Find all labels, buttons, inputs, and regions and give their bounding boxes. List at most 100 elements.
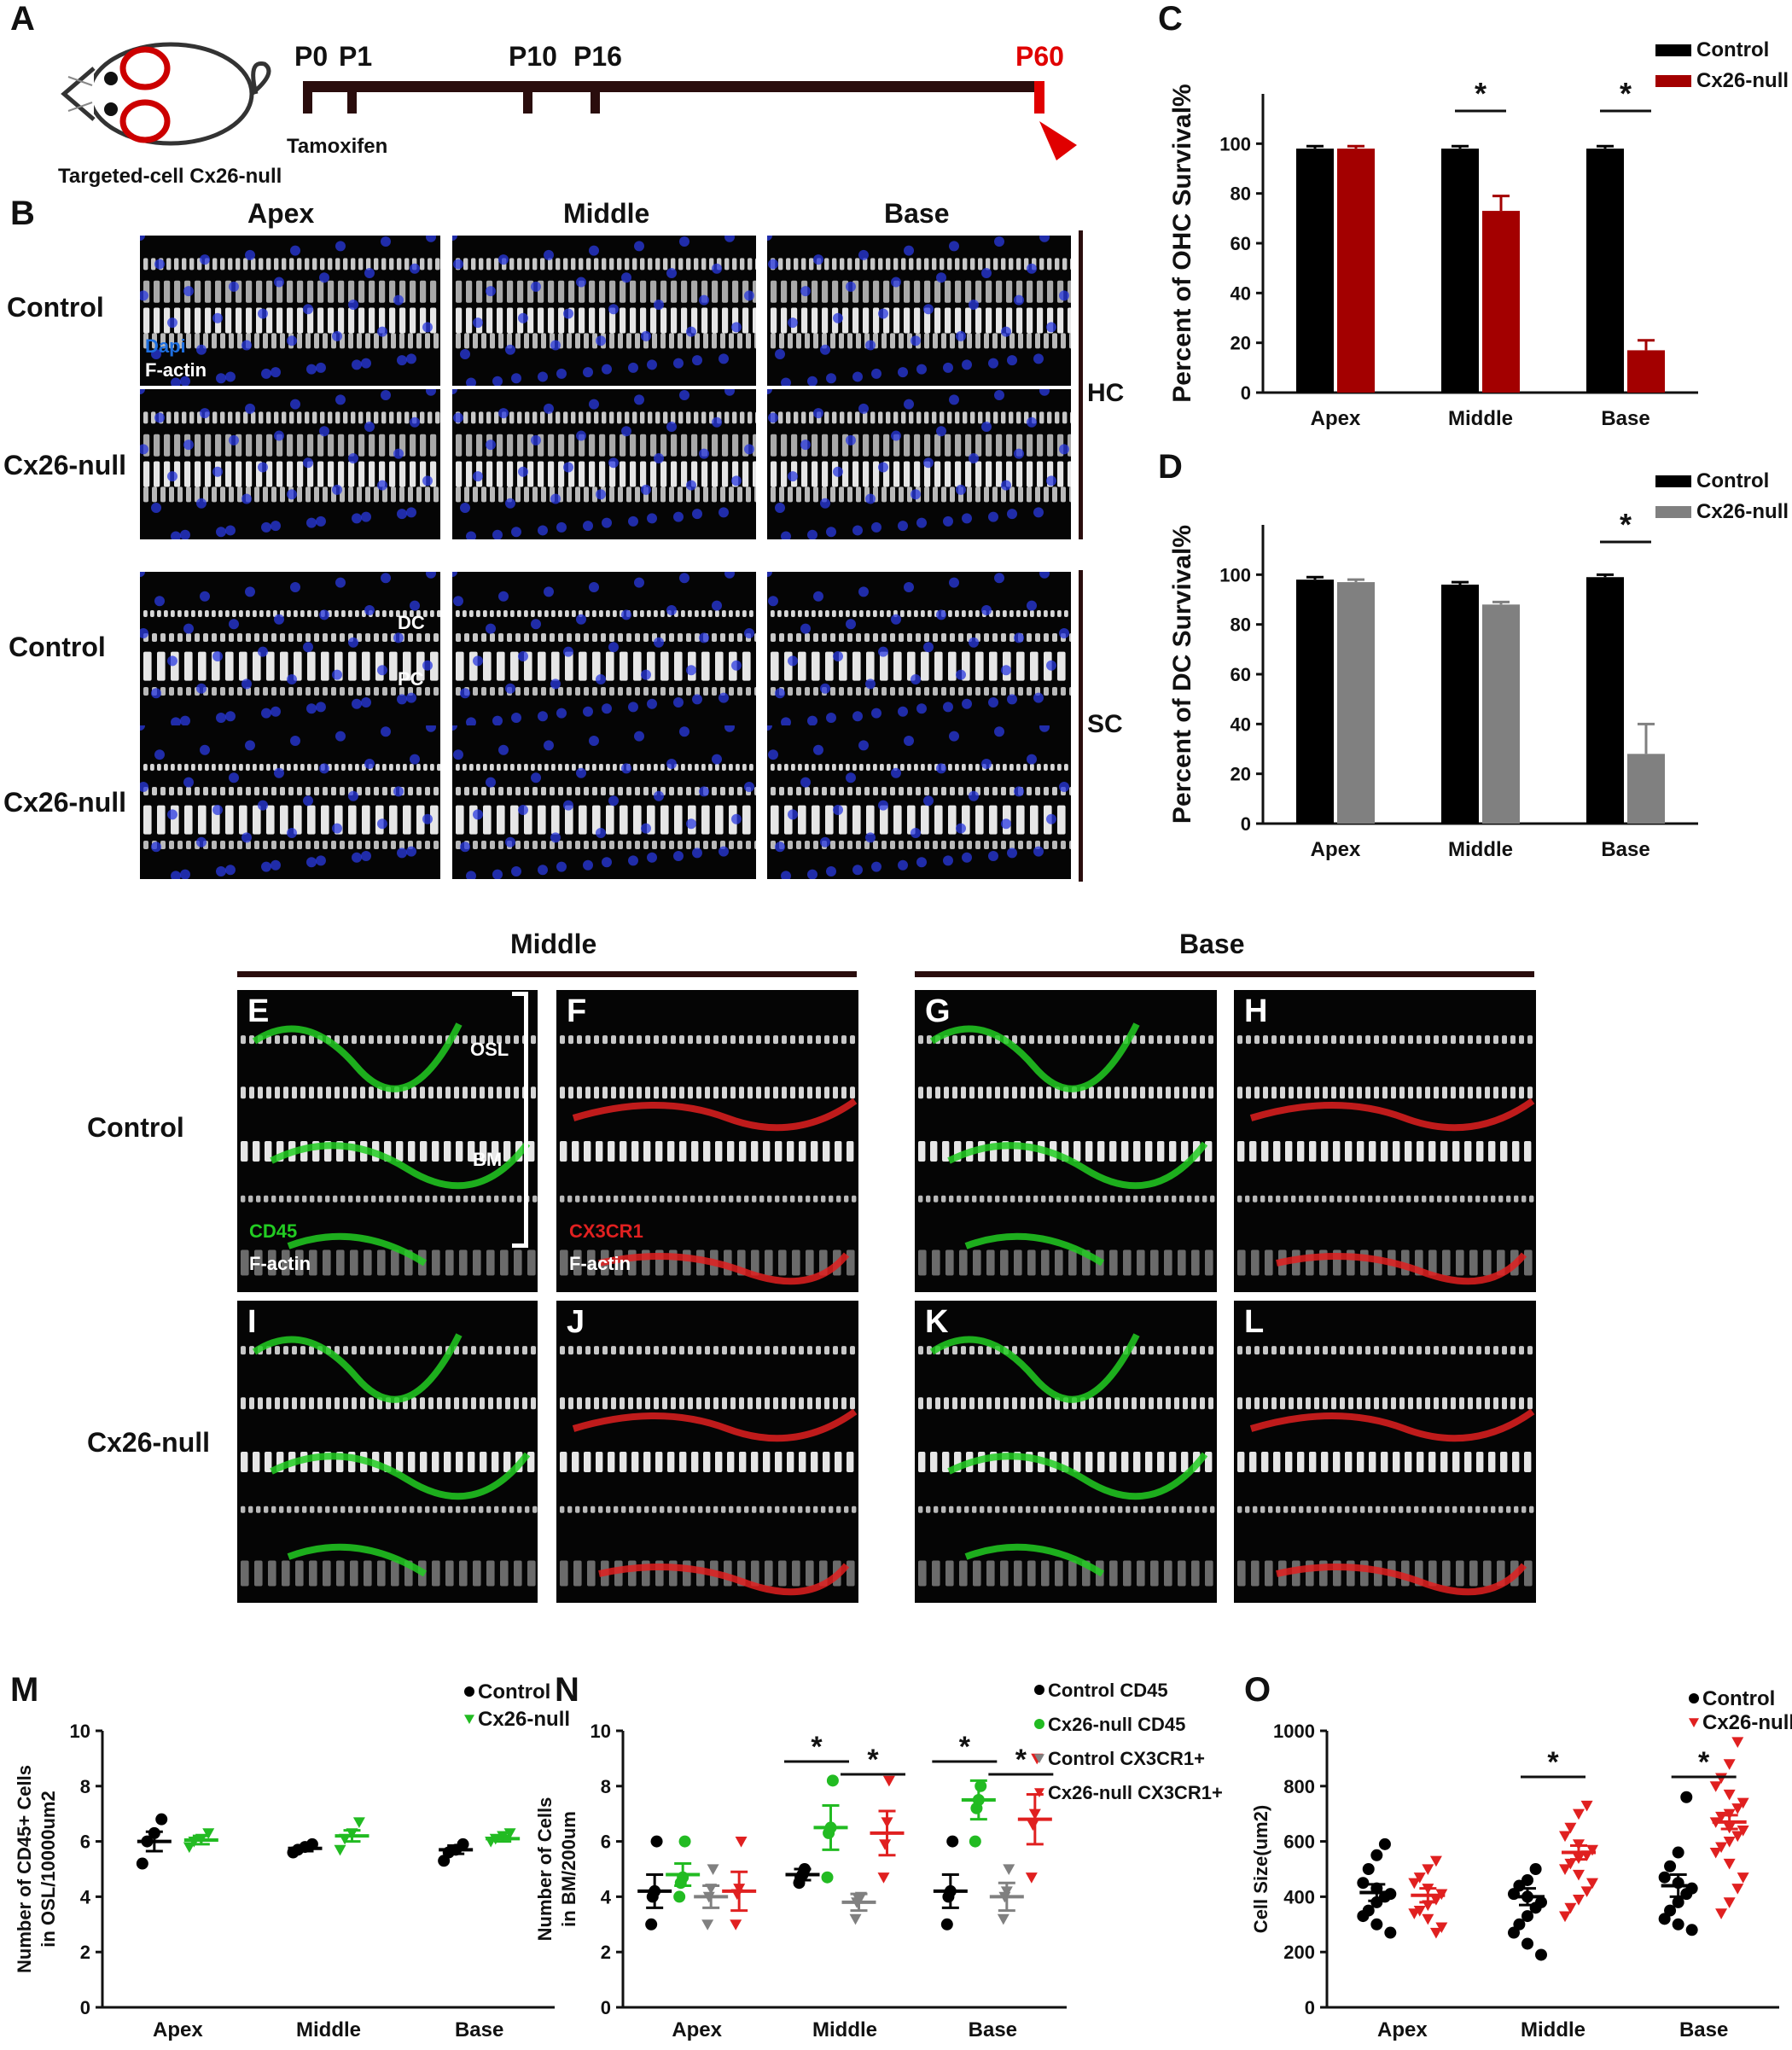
row-cx26null-hc: Cx26-null bbox=[3, 450, 127, 480]
data-point bbox=[1429, 1855, 1442, 1867]
stain-dapi: Dapi bbox=[145, 335, 186, 357]
data-point bbox=[877, 1872, 890, 1884]
x-tick-label: Apex bbox=[672, 2018, 722, 2041]
x-tick-label: Base bbox=[969, 2018, 1017, 2041]
data-point bbox=[707, 1864, 719, 1875]
significance-star: * bbox=[1620, 507, 1632, 542]
data-point bbox=[1034, 1719, 1044, 1729]
panel-label-8: I bbox=[247, 1304, 257, 1340]
tamoxifen-label: Tamoxifen bbox=[287, 135, 388, 158]
micrograph-sc-0-1-image bbox=[452, 572, 756, 725]
p60-arrow-icon bbox=[1039, 121, 1077, 160]
micrograph-hc-1-1 bbox=[452, 389, 756, 539]
data-point bbox=[352, 1817, 365, 1828]
data-point bbox=[673, 1890, 686, 1903]
panel-label-6: G bbox=[925, 993, 951, 1029]
micrograph-hc-0-0-image bbox=[140, 236, 440, 386]
bar bbox=[1337, 582, 1375, 824]
y-tick-label: 80 bbox=[1231, 614, 1251, 636]
timeline bbox=[303, 81, 1077, 160]
data-point bbox=[678, 1835, 691, 1848]
data-point bbox=[1034, 1754, 1044, 1763]
y-tick-label: 1000 bbox=[1273, 1721, 1315, 1742]
micrograph-immuno-0-3-image bbox=[1237, 1035, 1535, 1285]
col-middle: Middle bbox=[563, 198, 650, 229]
significance-star: * bbox=[1475, 76, 1487, 111]
y-tick-label: 400 bbox=[1283, 1886, 1315, 1907]
data-point bbox=[1429, 1895, 1442, 1906]
data-point bbox=[849, 1913, 862, 1925]
data-point bbox=[1580, 1886, 1593, 1897]
micrograph-sc-0-1 bbox=[452, 572, 756, 725]
y-tick-label: 20 bbox=[1231, 333, 1251, 354]
y-tick-label: 600 bbox=[1283, 1832, 1315, 1853]
bar bbox=[1441, 149, 1479, 393]
label-bm: BM bbox=[473, 1149, 503, 1170]
data-point bbox=[464, 1715, 474, 1724]
data-point bbox=[1573, 1808, 1585, 1820]
data-point bbox=[1723, 1858, 1736, 1870]
data-point bbox=[1378, 1837, 1391, 1850]
micrograph-hc-0-0 bbox=[140, 236, 440, 386]
data-point bbox=[1672, 1896, 1684, 1908]
data-point bbox=[1586, 1878, 1598, 1890]
micrograph-immuno-1-2-image bbox=[918, 1333, 1215, 1587]
x-tick-label: Base bbox=[1601, 838, 1649, 861]
micrograph-immuno-1-0: I bbox=[237, 1301, 538, 1603]
data-point bbox=[1689, 1718, 1699, 1727]
data-point bbox=[1559, 1864, 1571, 1875]
data-point bbox=[1715, 1842, 1728, 1854]
legend-label: Cx26-null bbox=[1702, 1711, 1792, 1734]
data-point bbox=[879, 1839, 892, 1850]
x-tick-label: Middle bbox=[812, 2018, 877, 2041]
x-tick-label: Base bbox=[1679, 2018, 1728, 2041]
micrograph-hc-0-2 bbox=[767, 236, 1071, 386]
micrograph-sc-1-2 bbox=[767, 725, 1071, 879]
micrograph-sc-0-2 bbox=[767, 572, 1071, 725]
y-tick-label: 6 bbox=[601, 1832, 611, 1853]
bar bbox=[1586, 149, 1624, 393]
legend-label: Cx26-null bbox=[1696, 500, 1789, 523]
legend-label: Control CD45 bbox=[1048, 1680, 1168, 1701]
data-point bbox=[183, 1842, 195, 1854]
data-point bbox=[1535, 1948, 1547, 1961]
micrograph-hc-1-2-image bbox=[767, 389, 1071, 539]
y-tick-label: 800 bbox=[1283, 1776, 1315, 1797]
micrograph-sc-0-0-image bbox=[140, 572, 440, 725]
x-tick-label: Apex bbox=[1311, 407, 1361, 430]
data-point bbox=[1685, 1924, 1698, 1936]
panel-label-o: O bbox=[1244, 1671, 1271, 1709]
data-point bbox=[503, 1828, 516, 1839]
data-point bbox=[1672, 1846, 1684, 1859]
y-tick-label: 10 bbox=[591, 1721, 611, 1742]
micrograph-immuno-0-1-image bbox=[560, 1035, 858, 1285]
data-point bbox=[1672, 1918, 1684, 1931]
significance-star: * bbox=[811, 1731, 823, 1763]
chart-o: 0 200 400 600 800 1000 Cell Size(um2) Apex Middl… bbox=[1250, 1687, 1792, 2041]
y-tick-label: 200 bbox=[1283, 1942, 1315, 1963]
bar bbox=[1296, 579, 1334, 824]
y-tick-label: 80 bbox=[1231, 183, 1251, 205]
significance-star: * bbox=[1547, 1746, 1559, 1779]
x-tick-label: Base bbox=[455, 2018, 503, 2041]
data-point bbox=[1003, 1864, 1015, 1875]
panel-label-10: K bbox=[925, 1304, 949, 1340]
data-point bbox=[1034, 1685, 1044, 1695]
panel-label-11: L bbox=[1244, 1304, 1265, 1340]
data-point bbox=[1723, 1837, 1736, 1848]
data-point bbox=[136, 1857, 148, 1870]
col-apex: Apex bbox=[247, 198, 315, 229]
tick-p10: P10 bbox=[509, 41, 557, 72]
micrograph-sc-1-0-image bbox=[140, 725, 440, 879]
y-tick-label: 2 bbox=[601, 1942, 611, 1963]
data-point bbox=[1709, 1781, 1722, 1792]
data-point bbox=[975, 1779, 987, 1792]
label-factin-f: F-actin bbox=[569, 1253, 631, 1274]
data-point bbox=[1408, 1908, 1421, 1919]
chart-d: 0 20 40 60 80 100 Percent of DC Survival% Apex M… bbox=[1168, 469, 1789, 861]
label-osl: OSL bbox=[470, 1039, 509, 1060]
micrograph-hc-1-0 bbox=[140, 389, 440, 539]
micrograph-hc-0-1-image bbox=[452, 236, 756, 386]
x-tick-label: Middle bbox=[1448, 407, 1513, 430]
y-tick-label: 100 bbox=[1219, 133, 1251, 154]
